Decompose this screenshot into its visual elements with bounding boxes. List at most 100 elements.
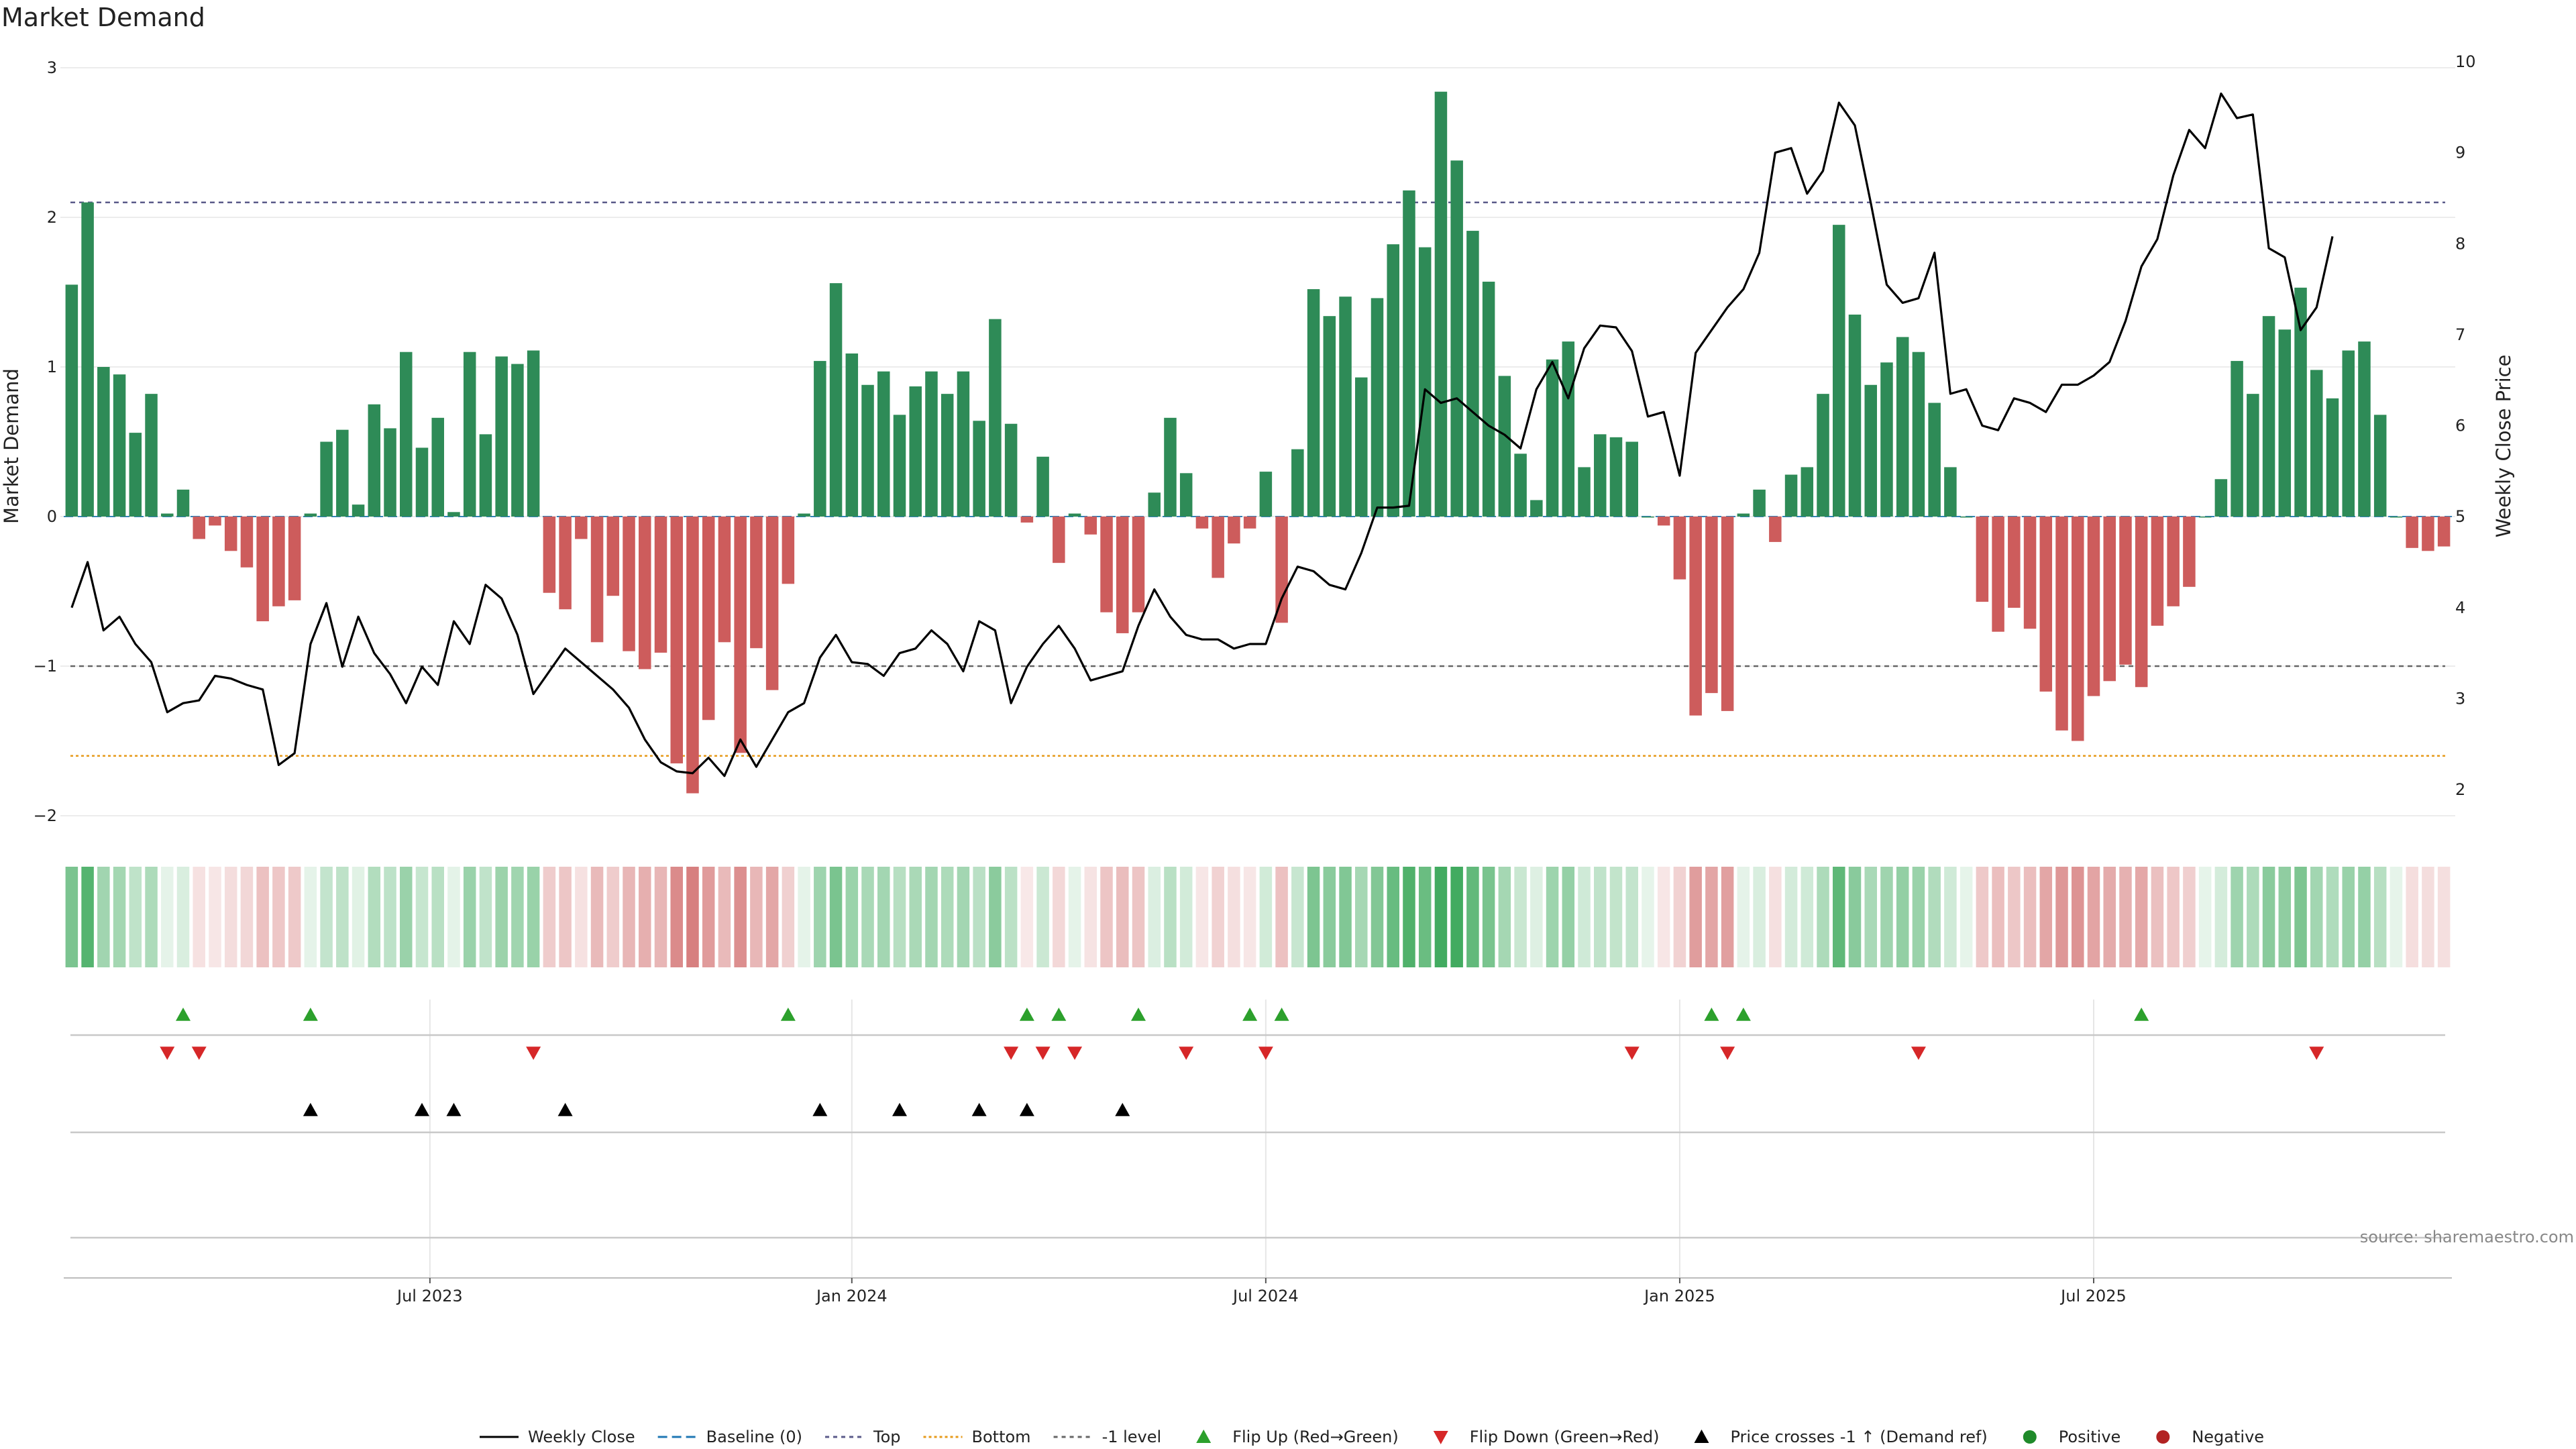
heat-strip-cell (1864, 867, 1877, 967)
demand-bar (1036, 456, 1049, 517)
demand-bar (1482, 281, 1495, 517)
heat-strip-cell (1164, 867, 1177, 967)
heat-strip-cell (1307, 867, 1320, 967)
reference-lines (64, 201, 2452, 757)
heat-strip-cell (543, 867, 556, 967)
heat-strip-cell (1625, 867, 1638, 967)
heat-strip-cell (256, 867, 269, 967)
demand-bar (65, 284, 78, 517)
demand-bar (1387, 244, 1399, 517)
heat-strip-cell (877, 867, 890, 967)
flip-up-marker (1735, 1008, 1751, 1021)
weekly-close-line (70, 92, 2334, 777)
demand-bar (861, 384, 874, 517)
heat-strip-cell (1784, 867, 1798, 967)
price-cross-marker (971, 1103, 987, 1116)
demand-bar (606, 517, 620, 596)
demand-bar (782, 517, 795, 584)
heat-strip-cell (176, 867, 190, 967)
flip-up-marker (1704, 1008, 1719, 1021)
demand-bar (670, 517, 683, 763)
heat-strip-cell (1036, 867, 1049, 967)
flip-down-marker (1624, 1046, 1640, 1060)
demand-bar (176, 489, 190, 517)
heat-strip-cell (415, 867, 429, 967)
flip-down-marker (1035, 1046, 1051, 1060)
demand-bar (1673, 517, 1686, 580)
demand-bar (765, 517, 779, 690)
demand-bar (1259, 472, 1273, 517)
demand-bar (463, 352, 476, 517)
source-label: source: sharemaestro.com (2360, 1228, 2574, 1246)
heat-strip-cell (2167, 867, 2180, 967)
heat-strip-cell (1880, 867, 1893, 967)
demand-bar (1068, 513, 1081, 517)
flip-up-marker (1131, 1008, 1146, 1021)
flip-down-marker (1179, 1046, 1194, 1060)
legend-label: Bottom (972, 1428, 1031, 1446)
demand-bar (1609, 437, 1623, 517)
demand-bar (2437, 517, 2451, 547)
demand-bar (81, 202, 94, 517)
heat-strip-cell (527, 867, 540, 967)
heat-strip-cell (1944, 867, 1957, 967)
heat-strip-cell (1721, 867, 1734, 967)
y-axis-title-left: Market Demand (0, 368, 23, 524)
legend-flip-down-swatch (1433, 1431, 1448, 1444)
legend-label: Positive (2059, 1428, 2121, 1446)
heat-strip-cell (2151, 867, 2164, 967)
heat-strip-cell (2214, 867, 2228, 967)
demand-bar (2087, 517, 2100, 696)
x-tick-label: Jan 2024 (815, 1287, 888, 1305)
flip-up-marker (176, 1008, 191, 1021)
flip-down-marker (1720, 1046, 1735, 1060)
demand-bar (814, 361, 826, 517)
heat-strip-cell (1084, 867, 1097, 967)
flip-down-marker (1258, 1046, 1273, 1060)
demand-heat-strip (65, 867, 2451, 967)
demand-bar (1434, 91, 1448, 517)
demand-bar (1960, 517, 1973, 518)
demand-bar (877, 371, 890, 517)
demand-bar (2278, 329, 2292, 517)
legend-label: Price crosses -1 ↑ (Demand ref) (1731, 1428, 1988, 1446)
demand-bar (479, 434, 492, 517)
heat-strip-cell (973, 867, 985, 967)
demand-bar (113, 374, 126, 517)
demand-bar (1896, 337, 1909, 517)
heat-strip-cell (798, 867, 810, 967)
heat-strip-cell (384, 867, 396, 967)
price-cross-marker (892, 1103, 907, 1116)
demand-bar (1164, 417, 1177, 517)
heat-strip-cell (240, 867, 254, 967)
heat-strip-cell (304, 867, 317, 967)
x-tick-label: Jul 2025 (2059, 1287, 2127, 1305)
demand-bar (415, 447, 429, 517)
heat-strip-cell (2358, 867, 2371, 967)
demand-bar (161, 513, 174, 517)
demand-bar (2119, 517, 2132, 665)
demand-bar (909, 386, 922, 517)
heat-strip-cell (1004, 867, 1018, 967)
demand-bar (400, 352, 413, 517)
heat-strip-cell (1116, 867, 1129, 967)
heat-strip-cell (1769, 867, 1782, 967)
demand-bar (1307, 289, 1320, 517)
heat-strip-cell (2310, 867, 2323, 967)
heat-strip-cell (845, 867, 859, 967)
heat-strip-cell (1928, 867, 1941, 967)
heat-strip-cell (639, 867, 651, 967)
heat-strip-cell (113, 867, 126, 967)
heat-strip-cell (1737, 867, 1750, 967)
heat-strip-cell (1068, 867, 1081, 967)
legend-flip-up-swatch (1196, 1430, 1212, 1443)
heat-strip-cell (2198, 867, 2212, 967)
demand-bar (145, 394, 158, 517)
demand-bar (2198, 517, 2212, 518)
price-cross-marker (557, 1103, 573, 1116)
demand-bar (129, 433, 142, 517)
grid-layer (60, 67, 2455, 816)
demand-bar (543, 517, 556, 593)
demand-bar (1817, 394, 1829, 517)
heat-strip-cell (1275, 867, 1288, 967)
